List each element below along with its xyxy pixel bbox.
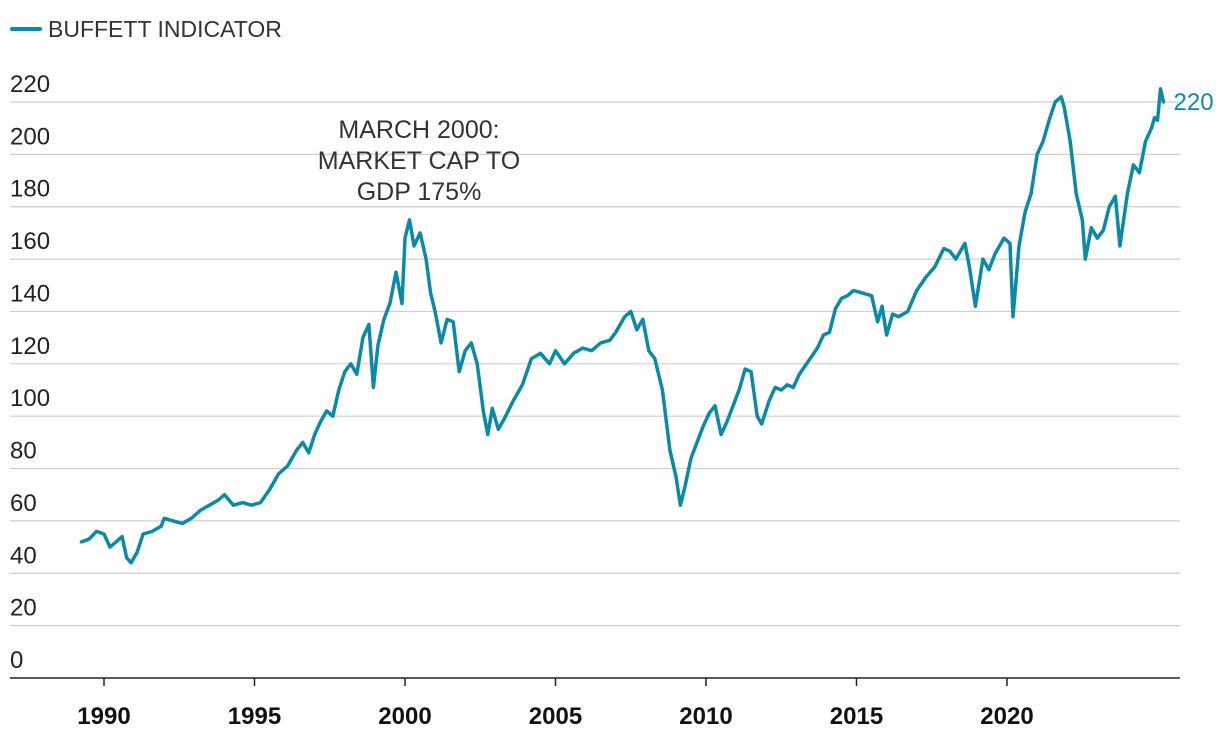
gridlines [10,101,1180,627]
x-tick-label-2000: 2000 [378,703,431,730]
y-tick-label-0: 0 [10,647,23,674]
y-tick-label-60: 60 [10,490,37,517]
x-tick-label-2015: 2015 [830,703,883,730]
x-tick-label-2010: 2010 [679,703,732,730]
series-buffett-indicator: 220 [79,87,1214,565]
annotation-line-3: GDP 175% [357,178,482,206]
annotation-march-2000: MARCH 2000: MARKET CAP TO GDP 175% [318,116,520,206]
y-tick-label-180: 180 [10,176,50,203]
x-tick-label-1995: 1995 [228,703,281,730]
y-tick-label-120: 120 [10,333,50,360]
legend: BUFFETT INDICATOR [10,16,282,42]
legend-label: BUFFETT INDICATOR [48,16,282,42]
annotation-line-2: MARKET CAP TO [318,147,520,175]
last-value-label: 220 [1174,89,1214,116]
x-tick-label-1990: 1990 [77,703,130,730]
x-tick-label-2005: 2005 [529,703,582,730]
y-tick-label-100: 100 [10,385,50,412]
y-tick-label-40: 40 [10,542,37,569]
series-line [79,87,1166,565]
y-tick-label-20: 20 [10,595,37,622]
y-tick-label-200: 200 [10,123,50,150]
annotation-line-1: MARCH 2000: [338,116,499,144]
y-tick-label-80: 80 [10,438,37,465]
x-tick-label-2020: 2020 [980,703,1033,730]
y-tick-label-160: 160 [10,228,50,255]
y-axis-ticks: 0 20 40 60 80 100 120 140 160 180 200 220 [10,71,50,674]
x-axis: 1990 1995 2000 2005 2010 2015 2020 [10,677,1180,730]
y-tick-label-140: 140 [10,280,50,307]
y-tick-label-220: 220 [10,71,50,98]
